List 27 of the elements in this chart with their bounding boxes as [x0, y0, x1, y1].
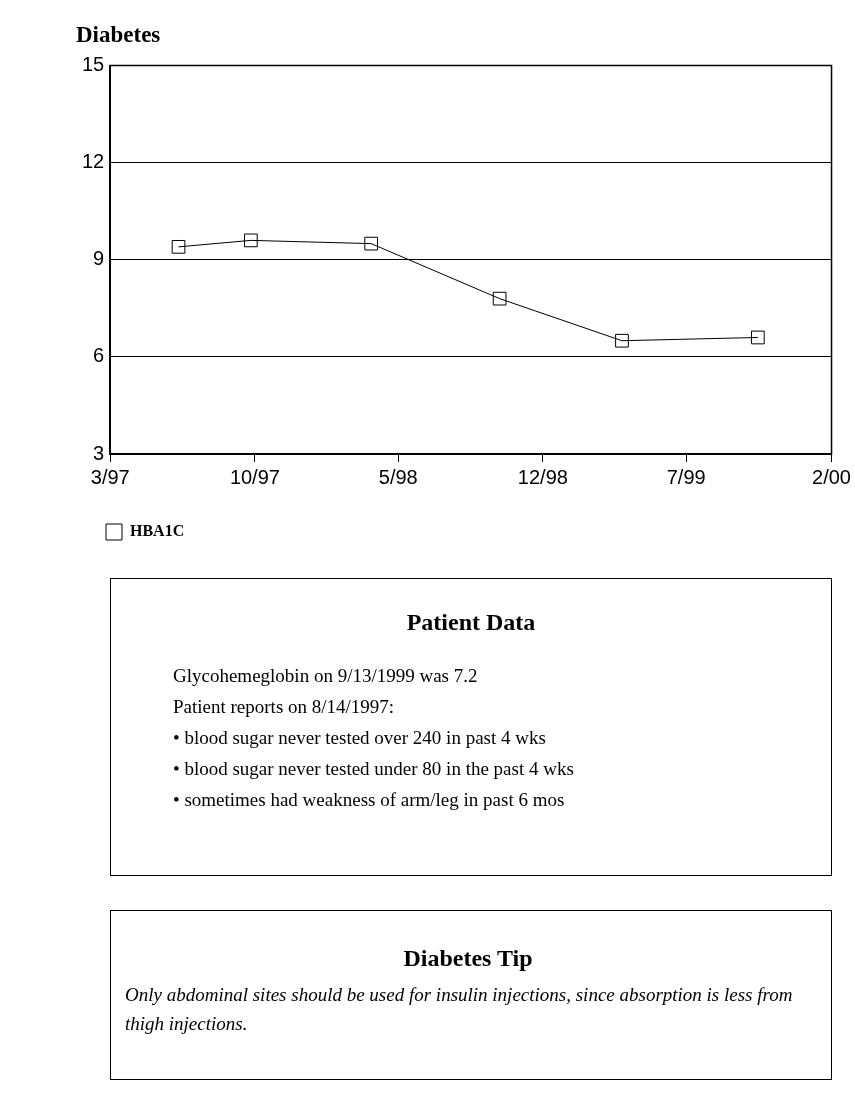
text: • blood sugar never tested over 240 in past 4 wks — [173, 726, 547, 750]
text: • sometimes had weakness of arm/leg in past 6 mos — [173, 788, 566, 812]
point — [615, 333, 629, 348]
x-tick-label: 10/97 — [229, 465, 280, 488]
text: Glycohemeglobin on 9/13/1999 was 7.2 — [173, 664, 479, 688]
y-tick-label: 15 — [82, 53, 105, 76]
chart-title: Diabetes — [76, 21, 161, 47]
x-tick-label: 7/99 — [666, 465, 706, 488]
point — [243, 233, 258, 248]
x-tick-label: 5/98 — [378, 465, 418, 488]
text: • blood sugar never tested under 80 in the past 4 wks — [173, 757, 575, 781]
text: Patient reports on 8/14/1997: — [173, 695, 396, 719]
text: Diabetes Tip — [402, 945, 534, 972]
point — [171, 239, 186, 254]
y-tick-label: 3 — [93, 441, 105, 464]
text: Only abdominal sites should be used for insulin injections, since absorption is less from thigh injections. — [125, 983, 794, 1036]
text: Patient Data — [405, 609, 537, 636]
point — [364, 236, 379, 251]
legend-label: HBA1C — [130, 522, 185, 540]
x-tick-label: 2/00 — [812, 465, 852, 488]
y-tick-label: 12 — [82, 150, 105, 173]
x-tick-label: 3/97 — [90, 465, 130, 488]
y-tick-label: 9 — [93, 247, 105, 270]
x-tick-label: 12/98 — [517, 465, 568, 488]
point — [750, 330, 765, 345]
point — [492, 291, 507, 306]
y-tick-label: 6 — [93, 344, 105, 367]
